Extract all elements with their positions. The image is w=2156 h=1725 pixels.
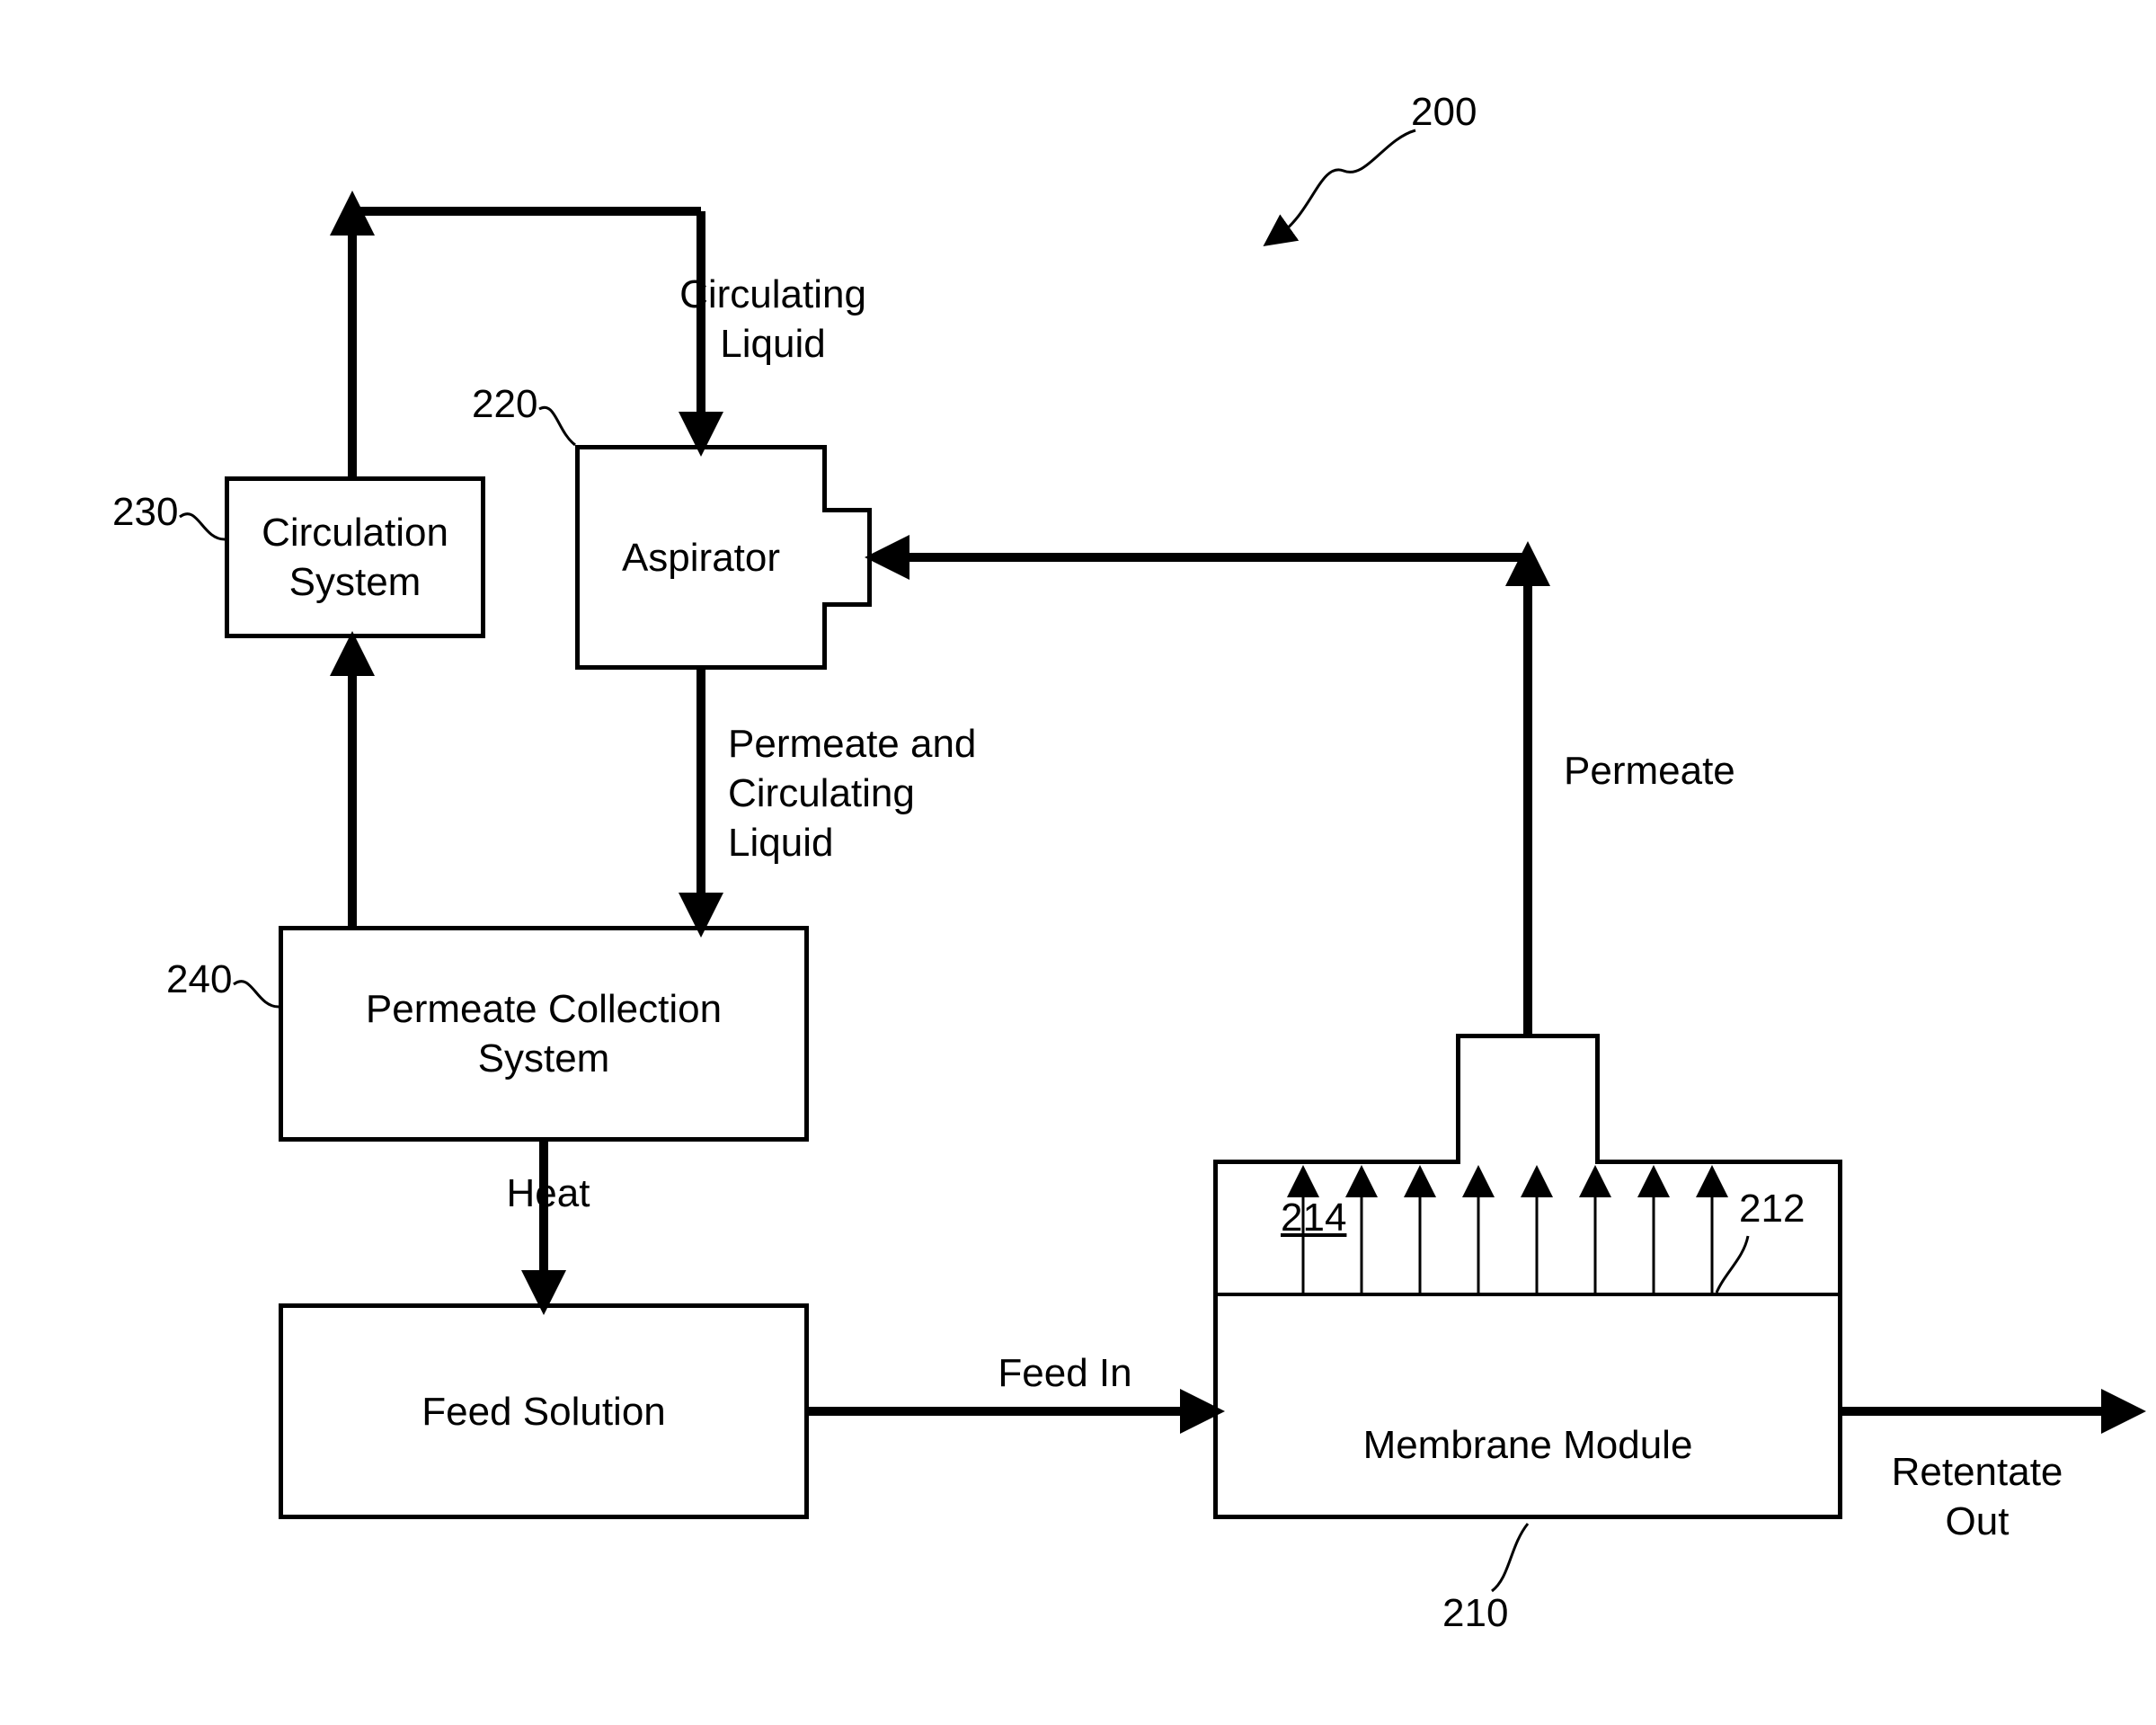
diagram-lines	[0, 0, 2156, 1725]
membrane-flux-arrows	[1303, 1187, 1712, 1293]
